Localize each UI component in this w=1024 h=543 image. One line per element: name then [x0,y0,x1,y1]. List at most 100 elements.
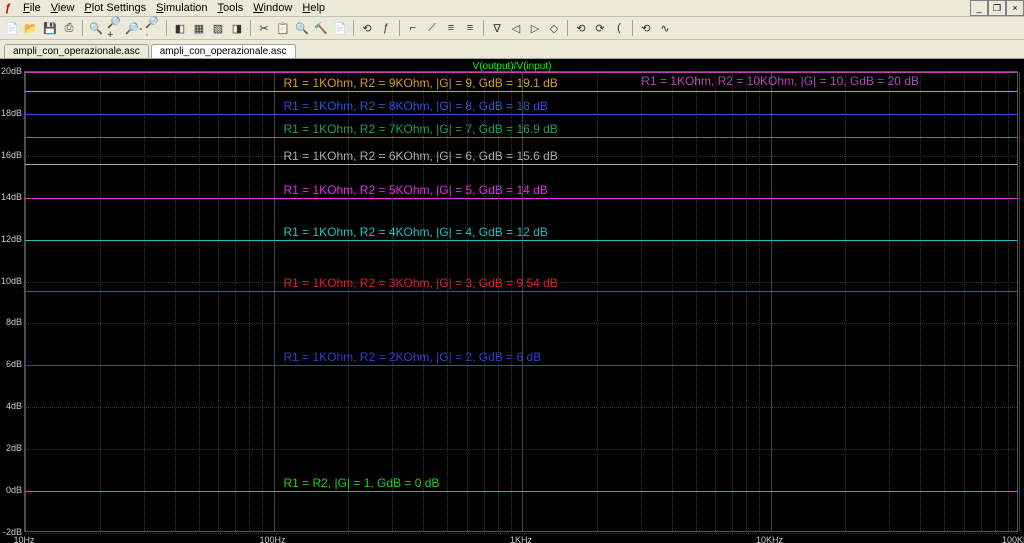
toolbar-separator [567,20,568,36]
toolbar-button-6[interactable]: 🔎- [126,20,142,36]
plot-inner[interactable]: R1 = 1KOhm, R2 = 9KOhm, |G| = 9, GdB = 1… [24,71,1018,532]
toolbar-button-13[interactable]: 📋 [275,20,291,36]
y-tick-label: 6dB [0,359,22,369]
toolbar-button-9[interactable]: ▦ [191,20,207,36]
toolbar-button-25[interactable]: ▷ [527,20,543,36]
toolbar-button-30[interactable]: ⟲ [638,20,654,36]
gridline-v-minor [641,72,642,531]
toolbar-button-31[interactable]: ∿ [657,20,673,36]
y-tick-label: 10dB [0,276,22,286]
gridline-v-minor [423,72,424,531]
y-tick-label: 0dB [0,485,22,495]
gridline-v-major [274,72,275,531]
gridline-v-major [1019,72,1020,531]
toolbar-button-8[interactable]: ◧ [172,20,188,36]
trace-label-3: R1 = 1KOhm, R2 = 6KOhm, |G| = 6, GdB = 1… [283,149,557,163]
gridline-v-minor [732,72,733,531]
trace-0 [25,91,1017,92]
menu-file[interactable]: File [18,2,46,14]
toolbar-separator [82,20,83,36]
x-tick-label: 10Hz [13,535,34,543]
toolbar-button-15[interactable]: 🔨 [313,20,329,36]
menu-view[interactable]: View [46,2,80,14]
trace-6 [25,291,1017,292]
gridline-v-minor [392,72,393,531]
toolbar-button-11[interactable]: ◨ [229,20,245,36]
gridline-v-minor [484,72,485,531]
gridline-v-minor [944,72,945,531]
toolbar-button-22[interactable]: ≡ [462,20,478,36]
tab-0[interactable]: ampli_con_operazionale.asc [4,44,149,58]
gridline-v-minor [920,72,921,531]
gridline-v-minor [144,72,145,531]
gridline-v-minor [597,72,598,531]
menu-window[interactable]: Window [248,2,297,14]
trace-label-1: R1 = 1KOhm, R2 = 8KOhm, |G| = 8, GdB = 1… [283,99,547,113]
trace-label-5: R1 = 1KOhm, R2 = 4KOhm, |G| = 4, GdB = 1… [283,225,547,239]
menu-simulation[interactable]: Simulation [151,2,212,14]
toolbar-button-24[interactable]: ◁ [508,20,524,36]
toolbar-separator [632,20,633,36]
toolbar-separator [399,20,400,36]
toolbar-button-4[interactable]: 🔍 [88,20,104,36]
toolbar-button-27[interactable]: ⟲ [573,20,589,36]
toolbar-button-20[interactable]: ⟋ [424,20,440,36]
trace-1 [25,114,1017,115]
close-button[interactable]: × [1006,0,1024,16]
x-tick-label: 100KHz [1002,535,1024,543]
minimize-button[interactable]: _ [970,0,988,16]
toolbar-button-29[interactable]: ( [611,20,627,36]
trace-label-7: R1 = 1KOhm, R2 = 2KOhm, |G| = 2, GdB = 6… [283,350,541,364]
gridline-h [25,533,1017,534]
toolbar-button-7[interactable]: 🔎· [145,20,161,36]
gridline-v-minor [995,72,996,531]
app-icon: ƒ [2,2,14,14]
toolbar-button-18[interactable]: ƒ [378,20,394,36]
y-tick-label: 18dB [0,108,22,118]
gridline-v-minor [672,72,673,531]
y-tick-label: 14dB [0,192,22,202]
toolbar-button-26[interactable]: ◇ [546,20,562,36]
menu-plot-settings[interactable]: Plot Settings [79,2,151,14]
toolbar-button-2[interactable]: 💾 [42,20,58,36]
maximize-button[interactable]: ❐ [988,0,1006,16]
toolbar-button-14[interactable]: 🔍 [294,20,310,36]
toolbar-button-3[interactable]: ⎙ [61,20,77,36]
toolbar-button-12[interactable]: ✂ [256,20,272,36]
menu-bar: ƒ FileViewPlot SettingsSimulationToolsWi… [0,0,1024,17]
toolbar-button-1[interactable]: 📂 [23,20,39,36]
y-tick-label: 8dB [0,317,22,327]
toolbar-button-16[interactable]: 📄 [332,20,348,36]
gridline-v-minor [1008,72,1009,531]
gridline-v-minor [511,72,512,531]
gridline-v-minor [100,72,101,531]
trace-5 [25,240,1017,241]
toolbar-separator [353,20,354,36]
x-tick-label: 10KHz [756,535,783,543]
toolbar-button-23[interactable]: ∇ [489,20,505,36]
tab-1[interactable]: ampli_con_operazionale.asc [151,44,296,58]
toolbar-button-10[interactable]: ▧ [210,20,226,36]
gridline-v-minor [175,72,176,531]
gridline-v-major [25,72,26,531]
toolbar-button-28[interactable]: ⟳ [592,20,608,36]
toolbar-button-21[interactable]: ≡ [443,20,459,36]
toolbar-button-5[interactable]: 🔎+ [107,20,123,36]
gridline-v-minor [498,72,499,531]
gridline-v-minor [218,72,219,531]
toolbar-button-0[interactable]: 📄 [4,20,20,36]
y-tick-label: 2dB [0,443,22,453]
toolbar-separator [166,20,167,36]
toolbar: 📄📂💾⎙🔍🔎+🔎-🔎·◧▦▧◨✂📋🔍🔨📄⟲ƒ⌐⟋≡≡∇◁▷◇⟲⟳(⟲∿ [0,17,1024,40]
toolbar-button-19[interactable]: ⌐ [405,20,421,36]
gridline-v-minor [696,72,697,531]
gridline-v-major [522,72,523,531]
trace-label-extra: R1 = 1KOhm, R2 = 10KOhm, |G| = 10, GdB =… [641,74,919,88]
gridline-v-minor [889,72,890,531]
toolbar-button-17[interactable]: ⟲ [359,20,375,36]
menu-help[interactable]: Help [297,2,330,14]
x-tick-label: 1KHz [510,535,532,543]
plot-area: V(output)/V(input) R1 = 1KOhm, R2 = 9KOh… [0,59,1024,543]
trace-label-8: R1 = R2, |G| = 1, GdB = 0 dB [283,476,439,490]
menu-tools[interactable]: Tools [213,2,249,14]
